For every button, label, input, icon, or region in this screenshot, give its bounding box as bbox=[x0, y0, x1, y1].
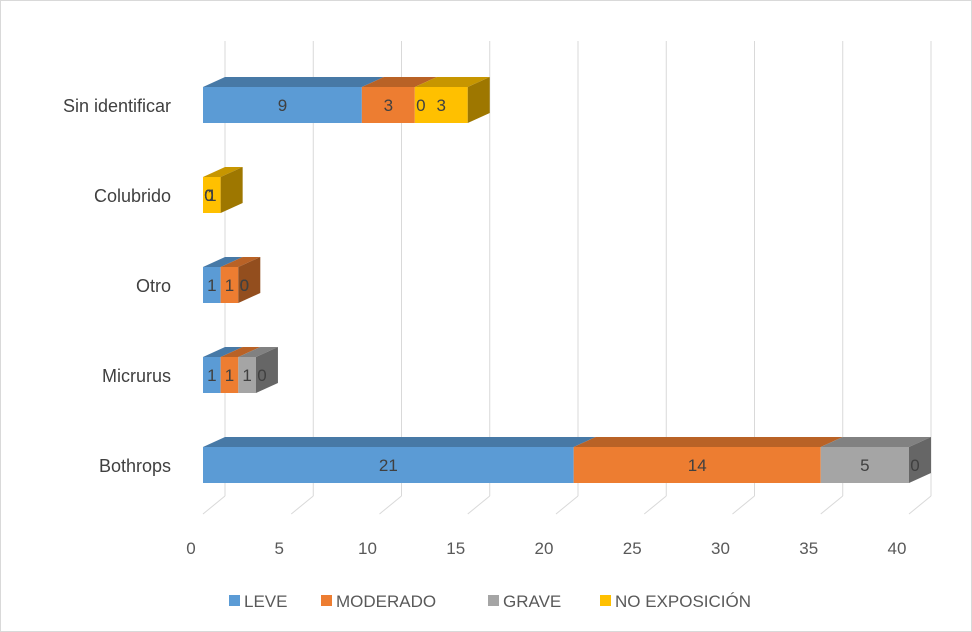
bar-top-leve bbox=[203, 77, 384, 87]
bar-moderado bbox=[220, 267, 239, 303]
data-label: 14 bbox=[688, 456, 707, 475]
legend-swatch bbox=[229, 595, 240, 606]
bar-moderado bbox=[220, 357, 239, 393]
data-label: 3 bbox=[384, 96, 393, 115]
bar-side bbox=[238, 257, 261, 303]
floor-gridline bbox=[643, 495, 667, 515]
data-label: 1 bbox=[225, 366, 234, 385]
bar-top-moderado bbox=[361, 77, 437, 87]
x-tick-label: 40 bbox=[888, 539, 907, 558]
bar-moderado bbox=[361, 87, 415, 123]
bar-top-leve bbox=[203, 347, 243, 357]
data-label: 0 bbox=[204, 186, 213, 205]
bar-top-no-exposición bbox=[203, 167, 243, 177]
x-tick-label: 30 bbox=[711, 539, 730, 558]
data-label: 5 bbox=[860, 456, 869, 475]
data-label: 21 bbox=[379, 456, 398, 475]
category-label: Sin identificar bbox=[63, 96, 171, 116]
data-label: 1 bbox=[207, 186, 216, 205]
bar-top-moderado bbox=[220, 257, 261, 267]
floor-gridline bbox=[202, 495, 226, 515]
bar-no-exposición bbox=[414, 87, 468, 123]
x-tick-label: 15 bbox=[446, 539, 465, 558]
data-label: 0 bbox=[910, 456, 919, 475]
x-tick-label: 35 bbox=[799, 539, 818, 558]
bar-side bbox=[909, 437, 931, 483]
bar-leve bbox=[203, 267, 221, 303]
data-label: 1 bbox=[207, 276, 216, 295]
bar-top-grave bbox=[238, 347, 278, 357]
bar-leve bbox=[203, 447, 574, 483]
legend-swatch bbox=[321, 595, 332, 606]
category-label: Otro bbox=[136, 276, 171, 296]
bar-top-leve bbox=[203, 257, 243, 267]
legend-label: NO EXPOSICIÓN bbox=[615, 592, 751, 611]
bar-grave bbox=[238, 357, 256, 393]
x-tick-label: 25 bbox=[623, 539, 642, 558]
bar-top-leve bbox=[203, 437, 596, 447]
data-label: 0 bbox=[240, 276, 249, 295]
data-label: 0 bbox=[204, 186, 213, 205]
bar-top-grave bbox=[820, 437, 931, 447]
data-label: 1 bbox=[242, 366, 251, 385]
x-tick-label: 20 bbox=[535, 539, 554, 558]
data-label: 3 bbox=[437, 96, 446, 115]
bar-top-moderado bbox=[573, 437, 843, 447]
floor-gridline bbox=[290, 495, 314, 515]
bar-top-moderado bbox=[220, 347, 261, 357]
legend-swatch bbox=[488, 595, 499, 606]
bar-side bbox=[467, 77, 490, 123]
data-label: 1 bbox=[225, 276, 234, 295]
x-tick-label: 5 bbox=[275, 539, 284, 558]
floor-gridline bbox=[467, 495, 491, 515]
x-tick-label: 0 bbox=[186, 539, 195, 558]
bar-leve bbox=[203, 87, 362, 123]
legend-label: MODERADO bbox=[336, 592, 436, 611]
category-label: Bothrops bbox=[99, 456, 171, 476]
data-label: 1 bbox=[207, 366, 216, 385]
legend-label: GRAVE bbox=[503, 592, 561, 611]
data-label: 9 bbox=[278, 96, 287, 115]
category-label: Micrurus bbox=[102, 366, 171, 386]
x-tick-label: 10 bbox=[358, 539, 377, 558]
bar-no-exposición bbox=[203, 177, 221, 213]
data-label: 0 bbox=[240, 276, 249, 295]
data-label: 0 bbox=[204, 186, 213, 205]
bar-side bbox=[220, 167, 243, 213]
floor-gridline bbox=[379, 495, 402, 515]
bar-grave bbox=[820, 447, 909, 483]
bar-moderado bbox=[573, 447, 821, 483]
bar-leve bbox=[203, 357, 221, 393]
floor-gridline bbox=[820, 495, 844, 515]
legend-label: LEVE bbox=[244, 592, 287, 611]
bar-side bbox=[255, 347, 278, 393]
floor-gridline bbox=[732, 495, 755, 515]
floor-gridline bbox=[908, 495, 932, 515]
data-label: 0 bbox=[416, 96, 425, 115]
category-label: Colubrido bbox=[94, 186, 171, 206]
legend-swatch bbox=[600, 595, 611, 606]
bar-top-no-exposición bbox=[414, 77, 490, 87]
floor-gridline bbox=[555, 495, 579, 515]
data-label: 0 bbox=[257, 366, 266, 385]
